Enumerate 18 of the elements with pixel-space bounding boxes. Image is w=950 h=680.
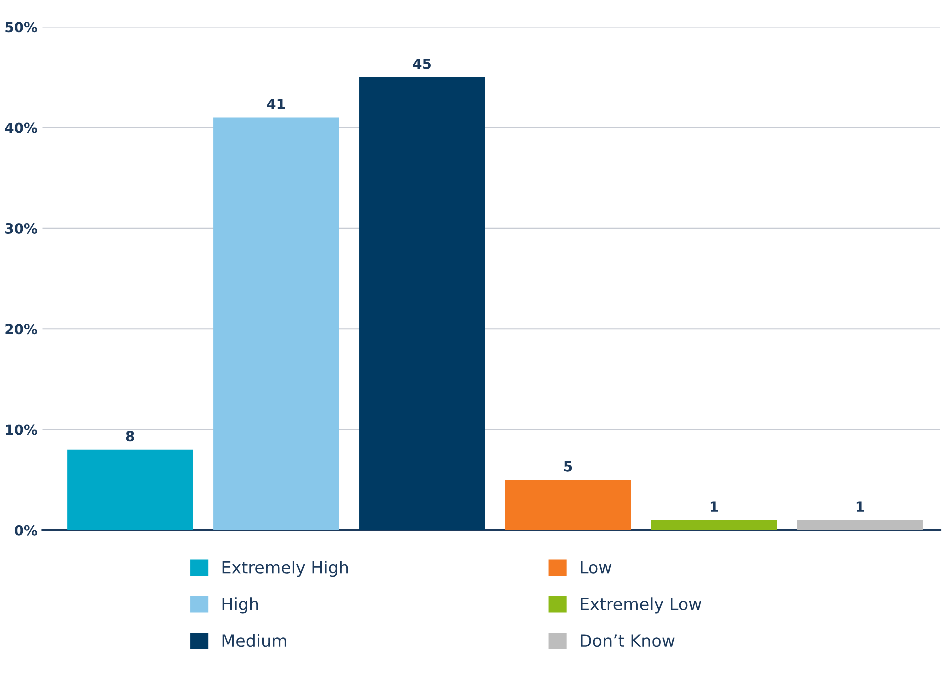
y-tick-label: 30% — [6, 223, 38, 234]
legend-label: Medium — [222, 634, 286, 648]
data-label: 41 — [267, 99, 286, 110]
data-label: 8 — [126, 431, 134, 442]
y-tick-label: 40% — [5, 122, 38, 134]
legend-label: Extremely Low — [581, 598, 702, 614]
data-label: 1 — [710, 502, 718, 512]
legend-label: Low — [581, 562, 612, 574]
data-label: 45 — [413, 58, 431, 70]
y-tick-label: 10% — [6, 424, 38, 436]
data-label: 1 — [856, 502, 864, 512]
legend-label: High — [222, 598, 258, 614]
y-tick-label: 0% — [14, 525, 38, 536]
y-tick-label: 20% — [6, 324, 38, 335]
legend-label: Extremely High — [222, 561, 348, 578]
data-label: 5 — [564, 462, 572, 472]
legend-label: Don’t Know — [581, 634, 675, 648]
y-tick-label: 50% — [6, 22, 38, 33]
